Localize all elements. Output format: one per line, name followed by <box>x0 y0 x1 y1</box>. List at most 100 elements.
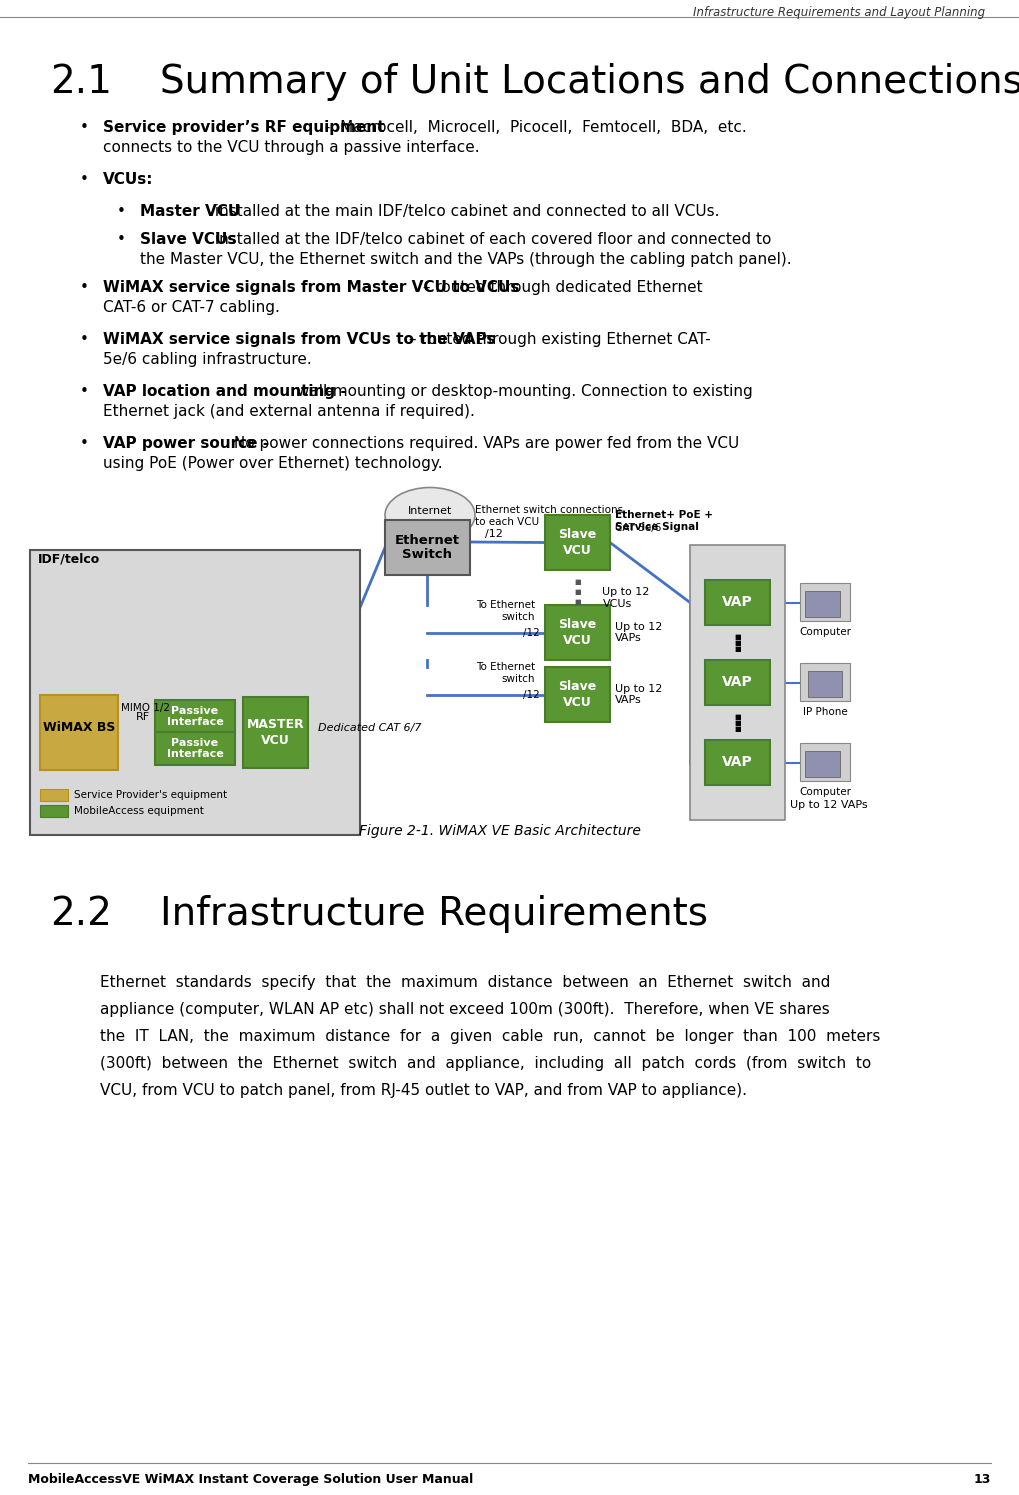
Text: •: • <box>81 120 89 135</box>
Text: 2.1: 2.1 <box>50 63 112 102</box>
Text: ■: ■ <box>574 579 581 585</box>
Text: •: • <box>81 280 89 295</box>
Text: Computer: Computer <box>799 786 851 797</box>
Text: Computer: Computer <box>799 626 851 637</box>
Bar <box>30 550 360 836</box>
Text: To Ethernet
switch: To Ethernet switch <box>476 662 535 683</box>
Text: •: • <box>81 332 89 347</box>
Bar <box>545 667 610 722</box>
Text: MobileAccess equipment: MobileAccess equipment <box>74 806 204 816</box>
Bar <box>40 789 68 801</box>
Text: ■: ■ <box>734 719 741 725</box>
Text: VCUs:: VCUs: <box>103 172 154 187</box>
Text: Ethernet
Switch: Ethernet Switch <box>395 534 460 562</box>
Text: ■: ■ <box>734 640 741 646</box>
Text: Master VCU: Master VCU <box>140 203 240 218</box>
Bar <box>808 671 842 697</box>
Text: ■: ■ <box>574 589 581 595</box>
Text: VAP: VAP <box>722 595 753 610</box>
Text: Slave
VCU: Slave VCU <box>558 529 597 556</box>
Bar <box>545 514 610 570</box>
Bar <box>155 700 235 733</box>
Bar <box>800 583 850 620</box>
Ellipse shape <box>385 487 475 543</box>
Text: /12: /12 <box>485 529 502 540</box>
Text: (300ft)  between  the  Ethernet  switch  and  appliance,  including  all  patch : (300ft) between the Ethernet switch and … <box>100 1055 871 1070</box>
Text: ■: ■ <box>734 713 741 719</box>
Bar <box>690 546 785 819</box>
Text: No power connections required. VAPs are power fed from the VCU: No power connections required. VAPs are … <box>229 437 739 451</box>
Text: Ethernet+ PoE +
Service Signal: Ethernet+ PoE + Service Signal <box>615 510 713 532</box>
Text: Ethernet switch connections
to each VCU: Ethernet switch connections to each VCU <box>475 505 624 526</box>
Text: Up to 12
VAPs: Up to 12 VAPs <box>615 622 662 643</box>
Text: VCU, from VCU to patch panel, from RJ-45 outlet to VAP, and from VAP to applianc: VCU, from VCU to patch panel, from RJ-45… <box>100 1082 747 1097</box>
Text: – routed through dedicated Ethernet: – routed through dedicated Ethernet <box>418 280 703 295</box>
Text: WiMAX BS: WiMAX BS <box>43 721 115 734</box>
Text: •: • <box>81 172 89 187</box>
Text: Passive
Interface: Passive Interface <box>167 706 223 727</box>
Text: Infrastructure Requirements and Layout Planning: Infrastructure Requirements and Layout P… <box>693 6 985 19</box>
Bar <box>800 743 850 780</box>
Text: -  Macrocell,  Microcell,  Picocell,  Femtocell,  BDA,  etc.: - Macrocell, Microcell, Picocell, Femtoc… <box>320 120 747 135</box>
Bar <box>705 740 770 785</box>
Text: MobileAccessVE WiMAX Instant Coverage Solution User Manual: MobileAccessVE WiMAX Instant Coverage So… <box>28 1473 473 1486</box>
Text: VAP: VAP <box>722 676 753 689</box>
Text: Slave VCUs: Slave VCUs <box>140 232 236 247</box>
Text: Ethernet jack (and external antenna if required).: Ethernet jack (and external antenna if r… <box>103 404 475 419</box>
Text: •: • <box>81 437 89 451</box>
Bar <box>243 697 308 768</box>
Text: Infrastructure Requirements: Infrastructure Requirements <box>160 896 708 933</box>
Text: Passive
Interface: Passive Interface <box>167 737 223 759</box>
Text: appliance (computer, WLAN AP etc) shall not exceed 100m (300ft).  Therefore, whe: appliance (computer, WLAN AP etc) shall … <box>100 1002 829 1017</box>
Text: 2.2: 2.2 <box>50 896 112 933</box>
Text: VAP location and mounting -: VAP location and mounting - <box>103 384 346 399</box>
Bar <box>705 659 770 706</box>
Text: Slave
VCU: Slave VCU <box>558 619 597 646</box>
Text: CAT-6 or CAT-7 cabling.: CAT-6 or CAT-7 cabling. <box>103 300 280 315</box>
Text: •: • <box>117 203 126 218</box>
Text: ■: ■ <box>574 599 581 605</box>
Text: Service Provider's equipment: Service Provider's equipment <box>74 789 227 800</box>
Text: ■: ■ <box>734 725 741 731</box>
Text: wall-mounting or desktop-mounting. Connection to existing: wall-mounting or desktop-mounting. Conne… <box>292 384 753 399</box>
Text: Up to 12 VAPs: Up to 12 VAPs <box>790 800 867 810</box>
Text: connects to the VCU through a passive interface.: connects to the VCU through a passive in… <box>103 141 480 155</box>
Text: the  IT  LAN,  the  maximum  distance  for  a  given  cable  run,  cannot  be  l: the IT LAN, the maximum distance for a g… <box>100 1029 880 1044</box>
Bar <box>40 695 118 770</box>
Text: IDF/telco: IDF/telco <box>38 552 100 565</box>
Text: To Ethernet
switch: To Ethernet switch <box>476 599 535 622</box>
Text: MASTER
VCU: MASTER VCU <box>247 719 305 746</box>
Bar <box>805 591 840 617</box>
Text: 13: 13 <box>973 1473 991 1486</box>
Text: – routed through existing Ethernet CAT-: – routed through existing Ethernet CAT- <box>404 332 710 347</box>
Bar <box>705 580 770 625</box>
Text: VAP: VAP <box>722 755 753 770</box>
Bar <box>800 662 850 701</box>
Text: Up to 12
VAPs: Up to 12 VAPs <box>615 683 662 706</box>
Bar <box>545 605 610 659</box>
Text: the Master VCU, the Ethernet switch and the VAPs (through the cabling patch pane: the Master VCU, the Ethernet switch and … <box>140 253 792 268</box>
Text: ■: ■ <box>734 634 741 640</box>
Text: VAP power source -: VAP power source - <box>103 437 269 451</box>
Text: Internet: Internet <box>408 505 452 516</box>
Text: WiMAX service signals from VCUs to the VAPs: WiMAX service signals from VCUs to the V… <box>103 332 495 347</box>
Text: IP Phone: IP Phone <box>803 707 848 718</box>
Text: Summary of Unit Locations and Connections: Summary of Unit Locations and Connection… <box>160 63 1019 102</box>
Text: MIMO 1/2: MIMO 1/2 <box>121 703 170 713</box>
Text: Figure 2-1. WiMAX VE Basic Architecture: Figure 2-1. WiMAX VE Basic Architecture <box>359 824 641 839</box>
Text: WiMAX service signals from Master VCU to VCUs: WiMAX service signals from Master VCU to… <box>103 280 520 295</box>
Text: Dedicated CAT 6/7: Dedicated CAT 6/7 <box>318 722 422 733</box>
Text: using PoE (Power over Ethernet) technology.: using PoE (Power over Ethernet) technolo… <box>103 456 442 471</box>
Text: •: • <box>117 232 126 247</box>
Bar <box>805 750 840 777</box>
Text: CAT 5e/6: CAT 5e/6 <box>615 523 661 534</box>
Text: Service provider’s RF equipment: Service provider’s RF equipment <box>103 120 384 135</box>
Text: Ethernet  standards  specify  that  the  maximum  distance  between  an  Etherne: Ethernet standards specify that the maxi… <box>100 975 830 990</box>
Text: installed at the IDF/telco cabinet of each covered floor and connected to: installed at the IDF/telco cabinet of ea… <box>210 232 771 247</box>
Text: installed at the main IDF/telco cabinet and connected to all VCUs.: installed at the main IDF/telco cabinet … <box>210 203 719 218</box>
Text: Slave
VCU: Slave VCU <box>558 680 597 709</box>
Text: 5e/6 cabling infrastructure.: 5e/6 cabling infrastructure. <box>103 351 312 366</box>
Text: ■: ■ <box>734 646 741 652</box>
Bar <box>385 520 470 576</box>
Text: /12: /12 <box>523 691 540 700</box>
